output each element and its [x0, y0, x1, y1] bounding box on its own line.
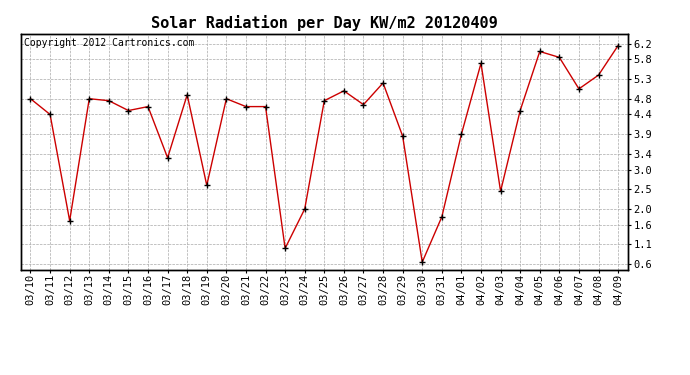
Text: Copyright 2012 Cartronics.com: Copyright 2012 Cartronics.com — [23, 39, 194, 48]
Title: Solar Radiation per Day KW/m2 20120409: Solar Radiation per Day KW/m2 20120409 — [151, 15, 497, 31]
